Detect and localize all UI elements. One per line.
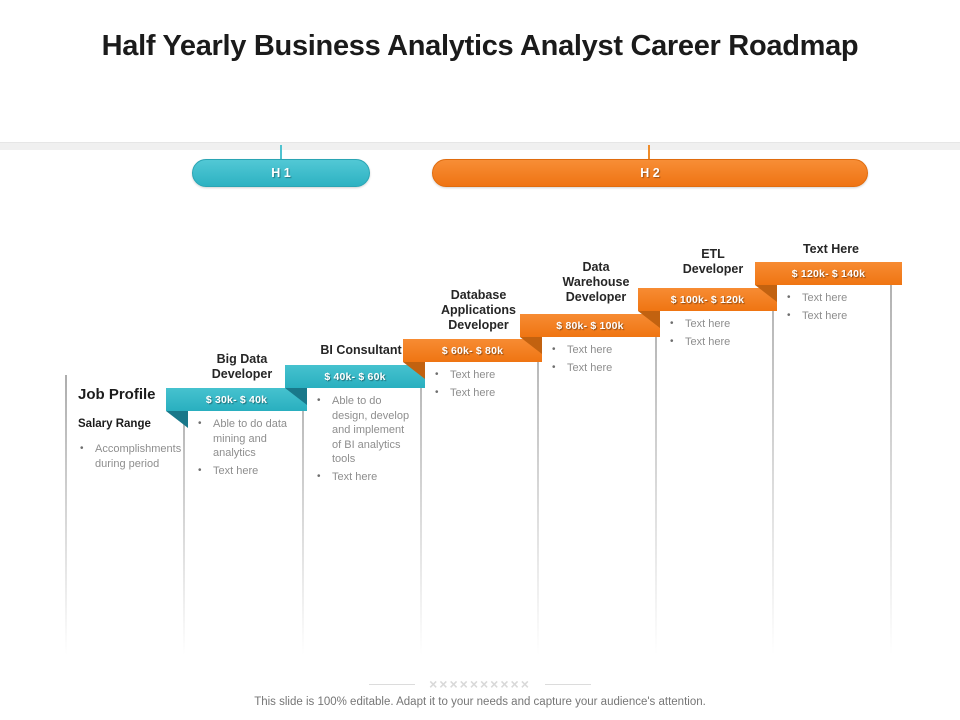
bullet-item: Text here [550,343,648,358]
column-divider [890,262,892,655]
salary-ribbon: $ 30k- $ 40k [166,388,307,428]
column-divider [65,375,67,655]
ribbon-fold [638,311,660,328]
bullet-item: Text here [433,368,529,383]
bullet-item: Text here [433,386,529,401]
column-divider [420,339,422,655]
step-title-etl-developer: ETL Developer [682,247,744,276]
salary-ribbon: $ 100k- $ 120k [638,288,777,328]
step-bullets: Able to do data mining and analytics Tex… [196,417,294,481]
salary-ribbon: $ 120k- $ 140k [755,262,902,302]
bullet-item: Text here [668,317,764,332]
step-bullets: Text here Text here [550,343,648,378]
column-divider [302,365,304,655]
h2-tick [648,145,650,161]
ribbon-fold [403,362,425,379]
watermark-line-left [369,683,416,685]
ribbon-fold [285,388,307,405]
column-divider [772,262,774,655]
step-bullets: Able to do design, develop and implement… [315,394,414,487]
job-profile-heading: Job Profile [78,386,156,403]
salary-ribbon: $ 40k- $ 60k [285,365,425,405]
salary-range-label: Salary Range [78,418,151,430]
step-bullets: Text here Text here [668,317,764,352]
step-title-bi-consultant: BI Consultant [320,343,402,357]
salary-label: $ 120k- $ 140k [755,262,902,285]
salary-ribbon: $ 60k- $ 80k [403,339,542,379]
step-bullets: Text here Text here [785,291,883,326]
h2-pill: H 2 [432,159,868,187]
h1-pill: H 1 [192,159,370,187]
slide-title: Half Yearly Business Analytics Analyst C… [101,30,859,62]
h1-tick [280,145,282,161]
watermark-line-right [544,683,591,685]
bullet-item: Text here [196,464,294,479]
bullet-item: Text here [785,291,883,306]
bullet-item: Text here [785,309,883,324]
salary-label: $ 80k- $ 100k [520,314,660,337]
job-profile-bullets: Accomplishments during period [78,442,181,474]
ribbon-fold [166,411,188,428]
bullet-item: Text here [315,470,414,485]
bullet-item: Able to do design, develop and implement… [315,394,414,467]
watermark-row: ×××××××××× [0,676,960,692]
step-bullets: Text here Text here [433,368,529,403]
salary-label: $ 40k- $ 60k [285,365,425,388]
column-divider [655,288,657,655]
ribbon-fold [755,285,777,302]
ribbon-fold [520,337,542,354]
footer-note: This slide is 100% editable. Adapt it to… [254,696,706,708]
watermark-text: ×××××××××× [429,676,531,692]
step-title-data-warehouse-developer: Data Warehouse Developer [562,260,630,304]
step-title-big-data-developer: Big Data Developer [211,352,273,381]
salary-label: $ 30k- $ 40k [166,388,307,411]
salary-label: $ 100k- $ 120k [638,288,777,311]
bullet-item: Able to do data mining and analytics [196,417,294,461]
step-title-database-applications-developer: Database Applications Developer [440,288,516,332]
salary-ribbon: $ 80k- $ 100k [520,314,660,354]
bullet-item: Accomplishments during period [78,442,181,471]
step-title-text-here: Text Here [802,242,860,256]
column-divider [183,388,185,655]
bullet-item: Text here [668,335,764,350]
bullet-item: Text here [550,361,648,376]
timeline-band [0,142,960,150]
salary-label: $ 60k- $ 80k [403,339,542,362]
column-divider [537,314,539,655]
